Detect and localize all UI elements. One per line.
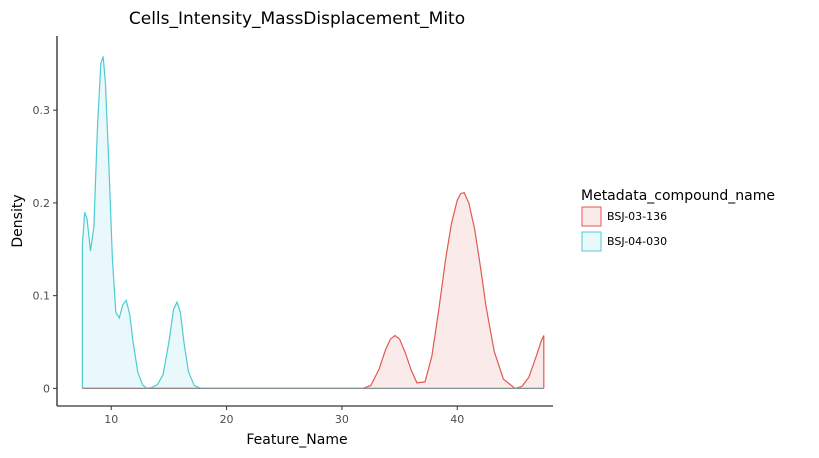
density-area-bsj-03-136	[82, 192, 544, 389]
density-line-bsj-03-136	[82, 191, 545, 390]
chart-title: Cells_Intensity_MassDisplacement_Mito	[129, 9, 465, 29]
density-area-bsj-04-030	[82, 56, 544, 389]
legend: Metadata_compound_name BSJ-03-136 BSJ-04-…	[581, 188, 775, 252]
density-line-bsj-04-030	[81, 56, 544, 390]
x-tick-label: 10	[104, 413, 118, 426]
y-tick-label: 0.1	[33, 290, 51, 303]
y-axis-title: Density	[10, 194, 26, 247]
legend-swatch-bsj-03-136	[581, 206, 602, 227]
x-tick-label: 30	[335, 413, 349, 426]
x-tick-label: 20	[220, 413, 234, 426]
legend-title: Metadata_compound_name	[581, 188, 775, 204]
density-lines	[81, 56, 545, 390]
y-axis-ticks: 0 0.1 0.2 0.3	[33, 104, 57, 395]
legend-label-bsj-03-136: BSJ-03-136	[607, 210, 667, 223]
y-tick-label: 0.2	[33, 197, 51, 210]
legend-label-bsj-04-030: BSJ-04-030	[607, 235, 667, 248]
x-axis-title: Feature_Name	[246, 432, 347, 448]
y-tick-label: 0.3	[33, 104, 51, 117]
density-areas	[82, 56, 544, 389]
x-axis-ticks: 10 20 30 40	[104, 406, 464, 426]
y-tick-label: 0	[43, 382, 50, 395]
legend-swatch-bsj-04-030	[581, 231, 602, 252]
x-tick-label: 40	[450, 413, 464, 426]
